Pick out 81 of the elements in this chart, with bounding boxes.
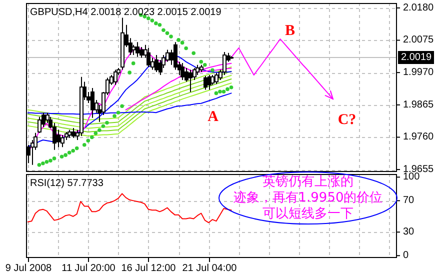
point <box>41 161 45 166</box>
point <box>150 18 154 22</box>
text: C? <box>338 112 356 128</box>
point <box>105 120 109 125</box>
y-tick-label: 2.0180 <box>403 2 434 14</box>
point <box>184 46 188 50</box>
point <box>154 21 158 26</box>
y-tick-label: 1.9760 <box>403 132 434 143</box>
candlestick <box>72 127 76 138</box>
point <box>120 104 124 108</box>
point <box>60 154 64 159</box>
point <box>128 70 132 74</box>
point <box>112 114 116 118</box>
y-tick-label: 2.0075 <box>403 34 434 46</box>
point <box>222 90 226 94</box>
point <box>169 34 173 38</box>
candlestick <box>56 129 60 148</box>
chart-title: RSI(12) 57.7733 <box>30 178 104 189</box>
candlestick <box>180 62 184 80</box>
point <box>94 131 98 136</box>
candlestick <box>146 47 150 68</box>
point <box>131 61 136 66</box>
point <box>176 38 180 42</box>
point <box>74 146 79 150</box>
y-tick-label: 70 <box>403 195 415 206</box>
point <box>226 87 230 92</box>
ref-line-label: 2.0019 <box>401 52 432 63</box>
point <box>210 68 214 72</box>
y-tick-label: 30 <box>403 226 415 238</box>
x-tick-label: 11 Jul 20:00 <box>62 263 116 274</box>
candlestick <box>132 44 136 56</box>
x-tick-label: 9 Jul 2008 <box>5 263 52 274</box>
annotation: 迹象，再有1.9950的价位 <box>233 190 383 206</box>
point <box>192 51 196 56</box>
y-tick-label: 1.9865 <box>403 99 434 110</box>
point <box>71 148 75 153</box>
point <box>180 40 184 45</box>
chart-title: GBPUSD,H4 2.0018 2.0023 2.0015 2.0019 <box>30 7 222 18</box>
point <box>203 62 207 67</box>
point <box>218 90 222 94</box>
point <box>64 153 68 157</box>
candlestick <box>154 54 158 72</box>
candlestick <box>214 72 218 84</box>
point <box>158 22 162 27</box>
line-series <box>27 193 232 224</box>
point <box>67 150 72 155</box>
point <box>214 91 218 96</box>
point <box>44 160 49 164</box>
point <box>86 138 90 142</box>
candlestick <box>90 87 94 118</box>
x-tick-label: 21 Jul 04:00 <box>182 263 238 274</box>
candlestick <box>136 42 140 58</box>
x-tick-label: 16 Jul 12:00 <box>121 263 176 274</box>
y-tick-label: 1.9970 <box>403 67 434 78</box>
point <box>52 156 56 160</box>
candlestick <box>188 69 192 92</box>
point <box>90 135 94 140</box>
point <box>146 16 150 20</box>
point <box>98 128 102 132</box>
candlestick <box>204 75 208 90</box>
point <box>229 85 234 90</box>
annotation: A <box>208 109 219 125</box>
point <box>116 110 120 114</box>
point <box>82 143 86 147</box>
point <box>165 31 170 36</box>
point <box>101 124 106 128</box>
annotation: 英镑仍有上涨的 <box>262 174 354 190</box>
point <box>162 28 166 32</box>
candlestick <box>46 112 50 124</box>
candlestick <box>222 51 226 76</box>
point <box>48 158 52 163</box>
point <box>199 60 204 64</box>
candlestick <box>196 64 200 76</box>
y-tick-label: 0 <box>403 250 409 262</box>
candlestick <box>114 69 118 86</box>
annotation: B <box>284 23 296 39</box>
annotation: 可以短线多一下 <box>262 206 354 222</box>
point <box>37 163 42 167</box>
candlestick <box>38 116 42 134</box>
candlestick <box>158 59 162 76</box>
candlestick <box>210 74 214 86</box>
